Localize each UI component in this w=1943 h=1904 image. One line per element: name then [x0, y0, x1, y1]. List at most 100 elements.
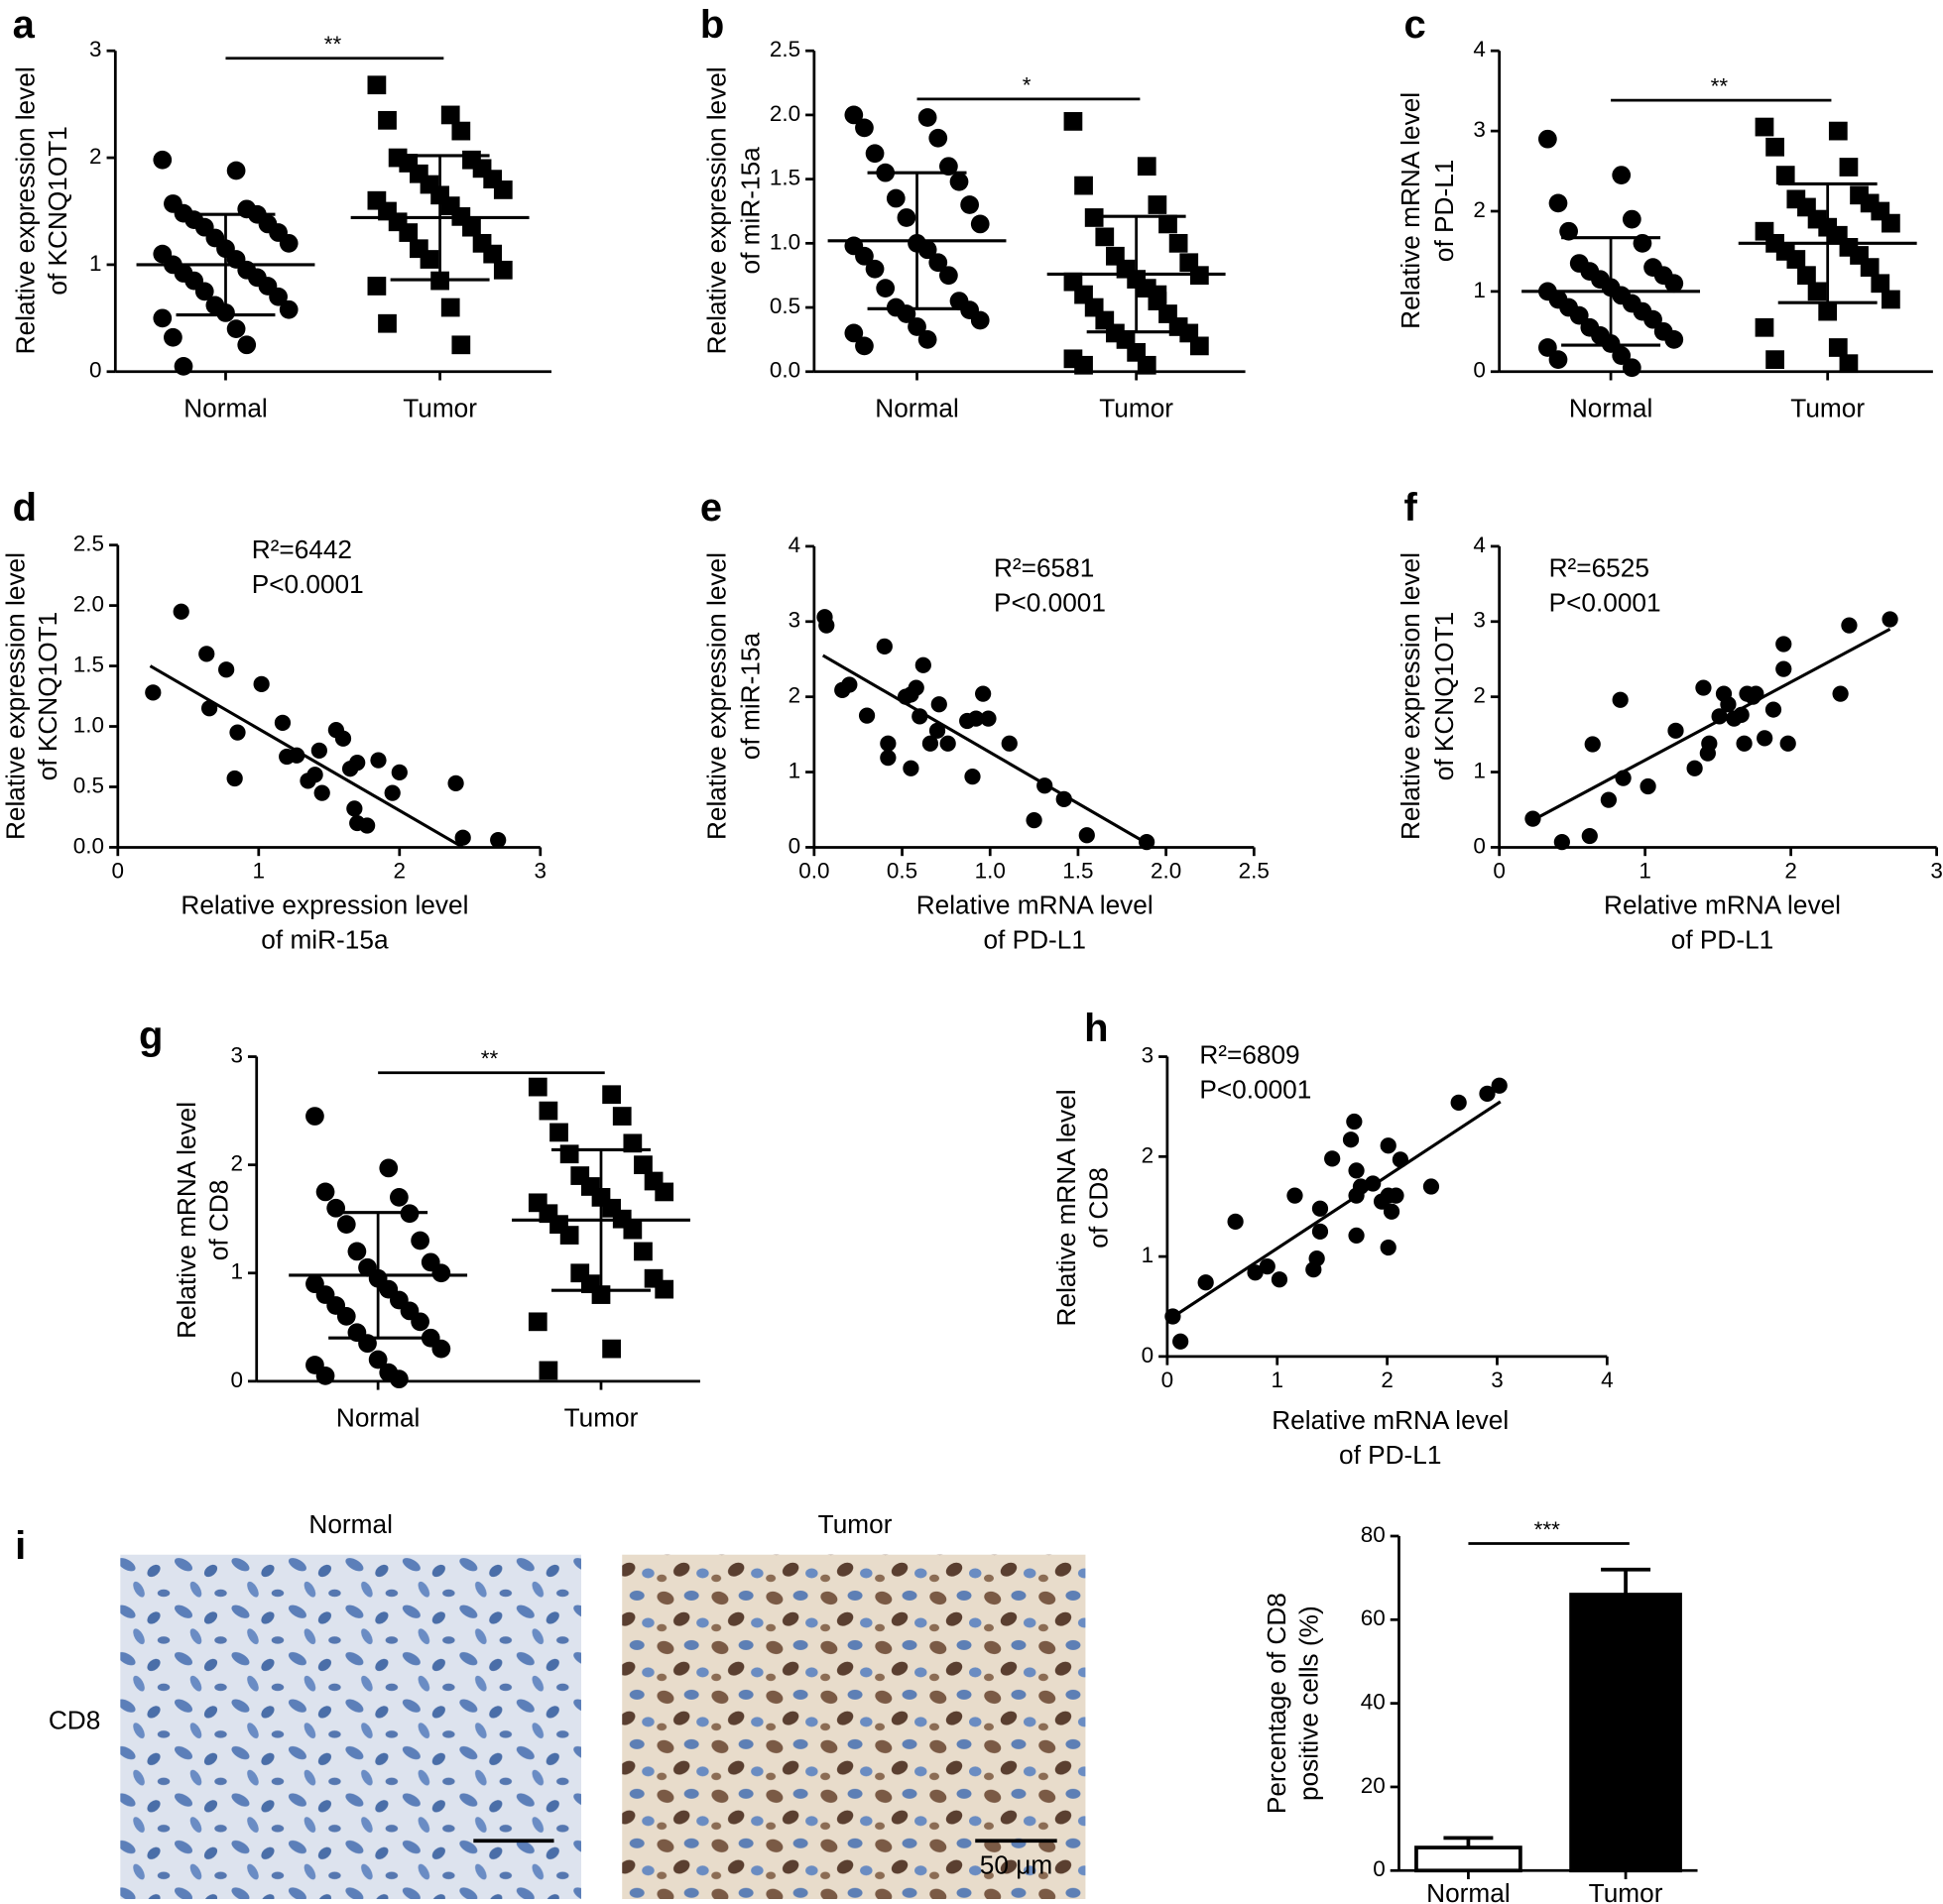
data-point [528, 1312, 547, 1332]
data-point [1828, 338, 1848, 357]
y-axis-label: of KCNQ1OT1 [1429, 612, 1459, 780]
data-point [368, 1350, 388, 1369]
data-point [1348, 1227, 1365, 1245]
data-point [198, 646, 215, 662]
data-point [411, 1312, 429, 1332]
data-point [447, 774, 464, 791]
data-point [1775, 166, 1795, 184]
data-point [1172, 1333, 1189, 1350]
data-point [306, 767, 323, 783]
x-tick-label: 3 [1491, 1368, 1504, 1392]
data-point [1559, 221, 1578, 241]
y-tick-label: 0 [1142, 1343, 1154, 1368]
data-point [1063, 112, 1083, 131]
panel-letter: a [13, 3, 36, 47]
data-point [336, 1307, 356, 1326]
y-tick-label: 80 [1361, 1522, 1386, 1547]
data-point [914, 656, 931, 673]
y-tick-label: 3 [1473, 608, 1485, 633]
data-point [326, 1198, 346, 1218]
data-point [1346, 1113, 1363, 1130]
data-point [1569, 305, 1589, 325]
data-point [1342, 1131, 1360, 1148]
data-point [420, 250, 439, 269]
trend-line [1530, 627, 1891, 823]
data-point [939, 735, 956, 752]
trend-line [1169, 1100, 1502, 1320]
data-point [865, 259, 885, 279]
y-tick-label: 2.0 [73, 592, 104, 617]
row-label: CD8 [49, 1705, 100, 1734]
annotation: P<0.0001 [252, 569, 364, 599]
annotation: P<0.0001 [1199, 1074, 1311, 1104]
data-point [378, 313, 397, 333]
data-point [1755, 117, 1774, 137]
y-tick-label: 1.0 [73, 712, 104, 737]
data-point [1581, 827, 1598, 845]
data-point [844, 323, 864, 343]
y-tick-label: 2 [89, 144, 101, 169]
data-point [411, 1231, 429, 1250]
x-tick-label: 2 [1784, 858, 1796, 883]
data-point [970, 214, 990, 234]
y-tick-label: 2 [1142, 1142, 1154, 1167]
data-point [153, 150, 173, 170]
data-point [928, 253, 948, 273]
data-point [844, 105, 864, 125]
data-point [602, 1085, 621, 1105]
data-point [1311, 1200, 1329, 1217]
data-point [1380, 1239, 1397, 1256]
data-point [903, 760, 919, 776]
data-point [359, 817, 376, 834]
y-axis-label: of PD-L1 [1429, 160, 1459, 262]
data-point [493, 260, 513, 280]
data-point [305, 1107, 324, 1126]
y-tick-label: 1.0 [770, 229, 800, 254]
data-point [289, 747, 305, 764]
trend-line [821, 654, 1154, 849]
y-axis-label: of CD8 [203, 1180, 233, 1261]
x-tick-label: Tumor [1589, 1878, 1663, 1904]
y-tick-label: 0.5 [73, 773, 104, 797]
y-tick-label: 2 [1473, 683, 1485, 708]
data-point [454, 829, 471, 846]
data-point [279, 299, 299, 319]
data-point [939, 157, 958, 177]
y-axis-label: Relative expression level [1396, 552, 1425, 840]
data-point [930, 696, 947, 713]
data-point [391, 764, 408, 780]
y-tick-label: 1 [1142, 1243, 1154, 1267]
data-point [274, 714, 292, 731]
y-tick-label: 2 [1473, 197, 1485, 222]
y-tick-label: 3 [89, 37, 101, 61]
data-point [1841, 617, 1858, 634]
x-axis-label: of miR-15a [261, 924, 389, 954]
x-tick-label: 4 [1601, 1368, 1613, 1392]
x-axis-label: of PD-L1 [1671, 924, 1773, 954]
y-tick-label: 2.5 [73, 532, 104, 556]
data-point [1380, 1137, 1397, 1154]
data-point [315, 1182, 335, 1202]
x-tick-label: Normal [875, 393, 959, 422]
data-point [334, 730, 352, 747]
data-point [818, 617, 835, 634]
data-point [855, 336, 874, 356]
data-point [908, 679, 924, 696]
data-point [880, 750, 897, 767]
y-axis-label: of KCNQ1OT1 [33, 612, 62, 780]
y-axis-label: Percentage of CD8 [1262, 1593, 1291, 1814]
data-point [493, 180, 513, 199]
x-tick-label: 2 [394, 858, 406, 883]
data-point [908, 317, 926, 336]
annotation: R²=6581 [994, 553, 1094, 583]
data-point [886, 188, 906, 208]
data-point [1450, 1094, 1467, 1112]
data-point [655, 1182, 674, 1202]
panel-letter: c [1403, 3, 1425, 47]
micrograph [622, 1554, 1086, 1900]
bar [1569, 1593, 1682, 1873]
data-point [1348, 1162, 1365, 1179]
data-point [1055, 790, 1072, 807]
data-point [1001, 735, 1018, 752]
